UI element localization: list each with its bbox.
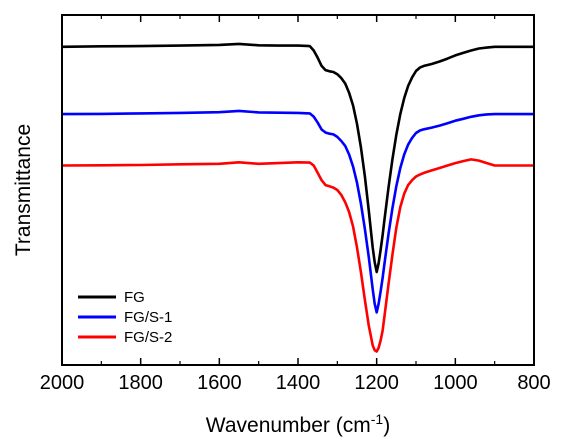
x-tick-label: 1000 xyxy=(433,372,478,394)
x-tick-label: 1600 xyxy=(197,372,242,394)
tick-labels: 2000 1800 1600 1400 1200 1000 800 xyxy=(40,372,551,394)
series-lines xyxy=(61,42,534,353)
legend-label: FG/S-1 xyxy=(124,309,172,326)
x-tick-label: 2000 xyxy=(40,372,85,394)
legend: FG FG/S-1 FG/S-2 xyxy=(78,289,172,346)
x-tick-label: 1800 xyxy=(118,372,163,394)
plot-frame xyxy=(61,14,535,366)
series-line-1 xyxy=(61,42,534,274)
legend-label: FG/S-2 xyxy=(124,329,172,346)
x-tick-label: 800 xyxy=(517,372,550,394)
series-line-3 xyxy=(61,158,534,353)
series-line-2 xyxy=(61,109,534,314)
x-tick-label: 1200 xyxy=(354,372,399,394)
legend-label: FG xyxy=(124,289,145,306)
x-tick-label: 1400 xyxy=(276,372,321,394)
y-axis-label: Transmittance xyxy=(12,124,35,256)
x-axis-label: Wavenumber (cm-1) xyxy=(206,411,390,437)
